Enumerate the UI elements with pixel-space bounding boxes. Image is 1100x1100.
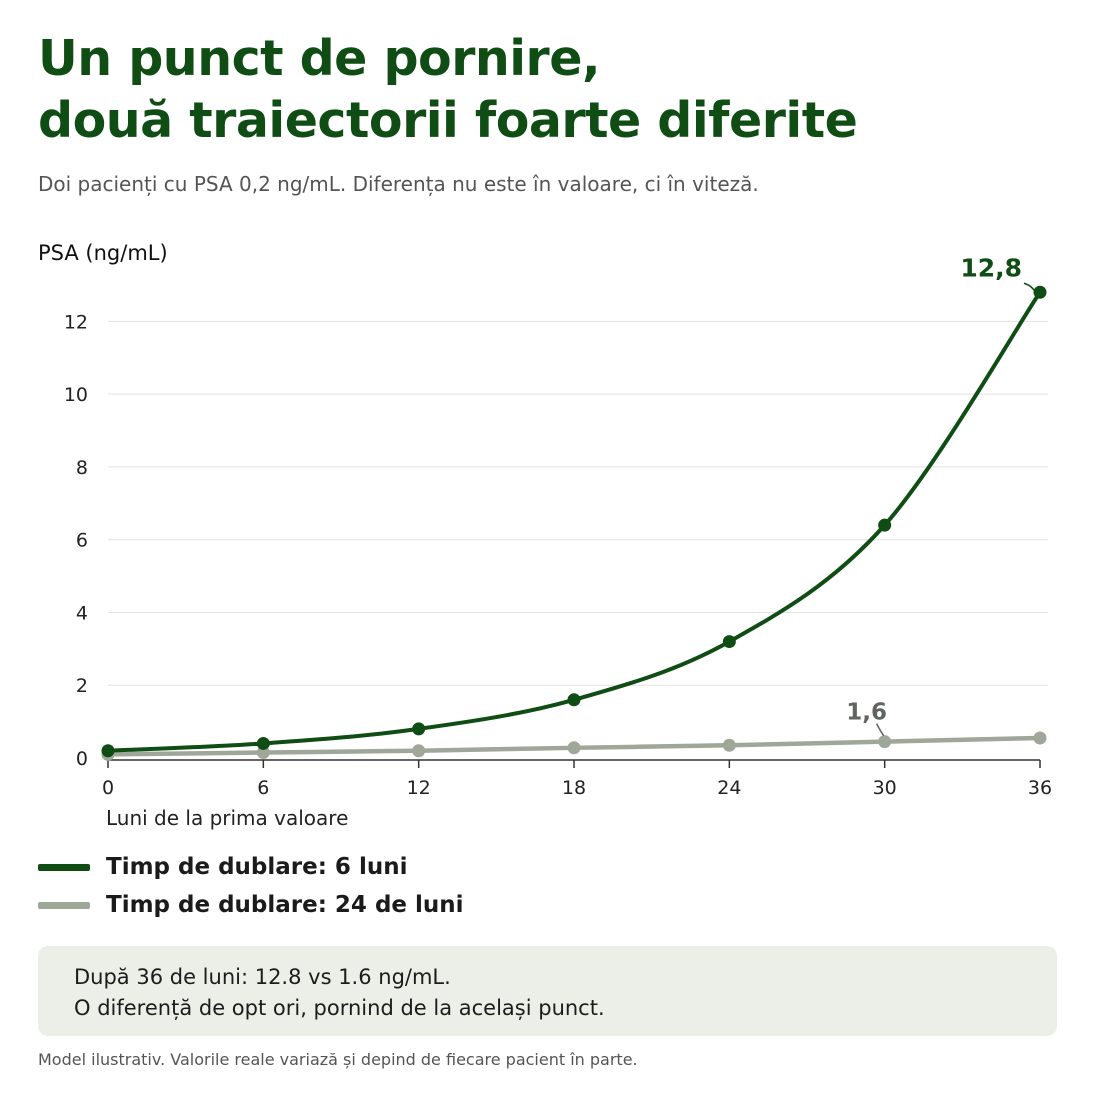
data-point-slow-30 <box>878 735 892 749</box>
y-tick-label-2: 2 <box>76 675 88 697</box>
data-labels: 12,8 1,6 <box>846 253 1038 737</box>
data-point-slow-12 <box>412 744 426 758</box>
x-tick-label-18: 18 <box>562 777 586 799</box>
data-point-slow-24 <box>722 738 736 752</box>
x-axis-label: Luni de la prima valoare <box>106 806 348 830</box>
legend-label-slow: Timp de dublare: 24 de luni <box>106 892 464 918</box>
legend-item-slow: Timp de dublare: 24 de luni <box>38 886 464 924</box>
data-point-slow-18 <box>567 741 581 755</box>
data-point-slow-36 <box>1033 731 1047 745</box>
data-label-fast-end: 12,8 <box>960 253 1022 282</box>
x-tick-label-36: 36 <box>1028 777 1052 799</box>
data-point-fast-18 <box>567 693 581 707</box>
series <box>101 285 1047 761</box>
data-label-fast-leader <box>1023 282 1038 297</box>
legend-swatch-slow <box>38 901 90 909</box>
data-point-fast-30 <box>878 518 892 532</box>
data-point-fast-6 <box>256 736 270 750</box>
y-tick-label-0: 0 <box>76 748 88 770</box>
y-tick-label-12: 12 <box>64 311 88 333</box>
callout-line-1: După 36 de luni: 12.8 vs 1.6 ng/mL. <box>74 965 451 989</box>
data-point-fast-0 <box>101 744 115 758</box>
legend-item-fast: Timp de dublare: 6 luni <box>38 848 464 886</box>
chart-title: Un punct de pornire, două traiectorii fo… <box>38 28 858 152</box>
x-tick-label-6: 6 <box>257 777 269 799</box>
y-tick-label-8: 8 <box>76 457 88 479</box>
x-tick-label-24: 24 <box>717 777 741 799</box>
title-line-2: două traiectorii foarte diferite <box>38 92 858 149</box>
title-line-1: Un punct de pornire, <box>38 30 601 87</box>
legend: Timp de dublare: 6 luni Timp de dublare:… <box>38 848 464 924</box>
legend-label-fast: Timp de dublare: 6 luni <box>106 854 408 880</box>
series-line-fast <box>106 290 1042 753</box>
x-tick-label-30: 30 <box>873 777 897 799</box>
chart-subtitle: Doi pacienți cu PSA 0,2 ng/mL. Diferența… <box>38 172 759 196</box>
y-tick-label-10: 10 <box>64 384 88 406</box>
summary-callout: După 36 de luni: 12.8 vs 1.6 ng/mL. O di… <box>38 946 1057 1036</box>
data-label-slow: 1,6 <box>846 700 887 726</box>
y-tick-label-4: 4 <box>76 602 88 624</box>
x-tick-label-12: 12 <box>407 777 431 799</box>
grid-lines <box>108 320 1048 686</box>
data-point-slow-6 <box>256 746 270 760</box>
data-point-fast-12 <box>412 722 426 736</box>
x-tick-label-0: 0 <box>102 777 114 799</box>
footnote: Model ilustrativ. Valorile reale variază… <box>38 1050 638 1069</box>
callout-line-2: O diferență de opt ori, pornind de la ac… <box>74 996 605 1020</box>
legend-swatch-fast <box>38 863 90 871</box>
data-label-slow-leader <box>875 723 885 737</box>
data-point-fast-24 <box>722 635 736 649</box>
y-axis-label: PSA (ng/mL) <box>38 241 168 265</box>
y-tick-label-6: 6 <box>76 530 88 552</box>
